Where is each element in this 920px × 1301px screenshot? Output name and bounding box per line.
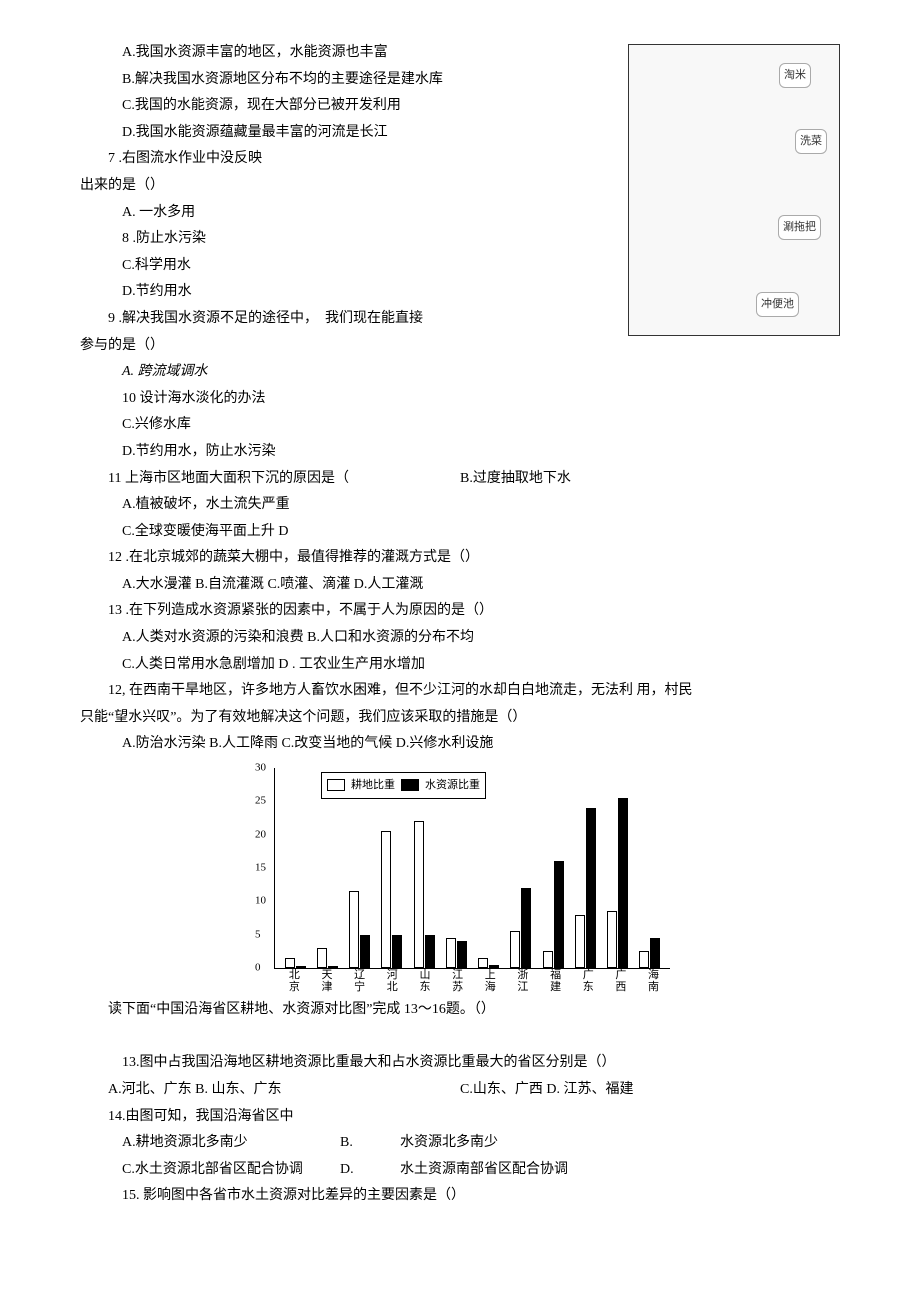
q15-stem: 15. 影响图中各省市水土资源对比差异的主要因素是（） bbox=[80, 1183, 840, 1210]
q11-opt-cd: C.全球变暖使海平面上升 D bbox=[80, 519, 840, 546]
bar-group bbox=[540, 861, 566, 968]
q14-stem: 14.由图可知，我国沿海省区中 bbox=[80, 1104, 840, 1131]
bar-water bbox=[425, 935, 435, 968]
bar-water bbox=[521, 888, 531, 968]
x-label: 江苏 bbox=[445, 969, 471, 993]
bar-water bbox=[328, 966, 338, 968]
bar-land bbox=[317, 948, 327, 968]
q9-opt-a: A. 跨流域调水 bbox=[80, 359, 840, 386]
q12b-line2: 只能“望水兴叹”。为了有效地解决这个问题，我们应该采取的措施是（） bbox=[80, 705, 840, 732]
bar-land bbox=[639, 951, 649, 968]
bar-group bbox=[508, 888, 534, 968]
bar-group bbox=[443, 938, 469, 968]
bar-land bbox=[349, 891, 359, 968]
q13-left: A.河北、广东 B. 山东、广东 bbox=[80, 1077, 460, 1104]
q11-opt-a: A.植被破坏，水土流失严重 bbox=[80, 492, 840, 519]
bar-group bbox=[314, 948, 340, 968]
bar-water bbox=[554, 861, 564, 968]
q14-opt-b-text: 水资源北多南少 bbox=[400, 1130, 840, 1157]
bar-land bbox=[414, 821, 424, 968]
x-label: 福建 bbox=[543, 969, 569, 993]
bar-land bbox=[478, 958, 488, 968]
bar-water bbox=[392, 935, 402, 968]
bar-group bbox=[379, 831, 405, 968]
x-label: 广东 bbox=[575, 969, 601, 993]
y-tick: 10 bbox=[255, 891, 266, 912]
q12b-line1: 12, 在西南干旱地区，许多地方人畜饮水困难，但不少江河的水却白白地流走，无法利… bbox=[80, 678, 840, 705]
x-label: 海南 bbox=[641, 969, 667, 993]
q14-opt-b-label: B. bbox=[340, 1130, 400, 1157]
bar-group bbox=[572, 808, 598, 968]
water-reuse-figure: 淘米 洗菜 涮拖把 冲便池 bbox=[628, 44, 840, 336]
fig-label-xicai: 洗菜 bbox=[795, 129, 827, 154]
q9-stem-2: 参与的是（） bbox=[80, 333, 840, 360]
q11-opt-b: B.过度抽取地下水 bbox=[460, 466, 840, 493]
q11-stem: 11 上海市区地面大面积下沉的原因是（ bbox=[80, 466, 460, 493]
q14-opt-d-label: D. bbox=[340, 1157, 400, 1184]
bar-water bbox=[618, 798, 628, 968]
bar-water bbox=[457, 941, 467, 968]
bar-group bbox=[347, 891, 373, 968]
q13a-line1: A.人类对水资源的污染和浪费 B.人口和水资源的分布不均 bbox=[80, 625, 840, 652]
bar-land bbox=[510, 931, 520, 968]
x-label: 河北 bbox=[379, 969, 405, 993]
q14-opt-d-text: 水土资源南部省区配合协调 bbox=[400, 1157, 840, 1184]
bar-land bbox=[446, 938, 456, 968]
y-tick: 30 bbox=[255, 758, 266, 779]
bar-group bbox=[476, 958, 502, 968]
q14-opt-a: A.耕地资源北多南少 bbox=[80, 1130, 340, 1157]
x-label: 浙江 bbox=[510, 969, 536, 993]
q12-stem: 12 .在北京城郊的蔬菜大棚中，最值得推荐的灌溉方式是（） bbox=[80, 545, 840, 572]
bar-water bbox=[360, 935, 370, 968]
q9-opt-c: C.兴修水库 bbox=[80, 412, 840, 439]
x-label: 天津 bbox=[314, 969, 340, 993]
chart-caption: 读下面“中国沿海省区耕地、水资源对比图”完成 13〜16题。（） bbox=[80, 997, 840, 1024]
bar-water bbox=[586, 808, 596, 968]
q13-stem: 13.图中占我国沿海地区耕地资源比重最大和占水资源比重最大的省区分别是（） bbox=[80, 1050, 840, 1077]
q12-opts: A.大水漫灌 B.自流灌溉 C.喷灌、滴灌 D.人工灌溉 bbox=[80, 572, 840, 599]
q13a-line2: C.人类日常用水急剧增加 D . 工农业生产用水增加 bbox=[80, 652, 840, 679]
bar-group bbox=[605, 798, 631, 968]
x-label: 辽宁 bbox=[347, 969, 373, 993]
x-label: 广西 bbox=[608, 969, 634, 993]
y-tick: 5 bbox=[255, 924, 261, 945]
bar-group bbox=[637, 938, 663, 968]
fig-label-chongbian: 冲便池 bbox=[756, 292, 799, 317]
q14-opt-c: C.水土资源北部省区配合协调 bbox=[80, 1157, 340, 1184]
bar-water bbox=[650, 938, 660, 968]
fig-label-taomi: 淘米 bbox=[779, 63, 811, 88]
y-tick: 0 bbox=[255, 958, 261, 979]
y-tick: 20 bbox=[255, 824, 266, 845]
x-label: 北京 bbox=[281, 969, 307, 993]
bar-land bbox=[607, 911, 617, 968]
x-label: 上海 bbox=[477, 969, 503, 993]
y-tick: 15 bbox=[255, 858, 266, 879]
bar-land bbox=[575, 915, 585, 968]
q13a-stem: 13 .在下列造成水资源紧张的因素中，不属于人为原因的是（） bbox=[80, 598, 840, 625]
q9-opt-d: D.节约用水，防止水污染 bbox=[80, 439, 840, 466]
q13-right: C.山东、广西 D. 江苏、福建 bbox=[460, 1077, 840, 1104]
bar-land bbox=[543, 951, 553, 968]
bar-water bbox=[489, 965, 499, 968]
bar-land bbox=[381, 831, 391, 968]
bar-water bbox=[296, 966, 306, 968]
fig-label-tuoba: 涮拖把 bbox=[778, 215, 821, 240]
bar-land bbox=[285, 958, 295, 968]
y-tick: 25 bbox=[255, 791, 266, 812]
land-water-chart: 耕地比重 水资源比重 051015202530 北京天津辽宁河北山东江苏上海浙江… bbox=[250, 768, 670, 993]
bar-group bbox=[282, 958, 308, 968]
q9-opt-b: 10 设计海水淡化的办法 bbox=[80, 386, 840, 413]
bar-group bbox=[411, 821, 437, 968]
x-label: 山东 bbox=[412, 969, 438, 993]
q12b-opts: A.防治水污染 B.人工降雨 C.改变当地的气候 D.兴修水利设施 bbox=[80, 731, 840, 758]
